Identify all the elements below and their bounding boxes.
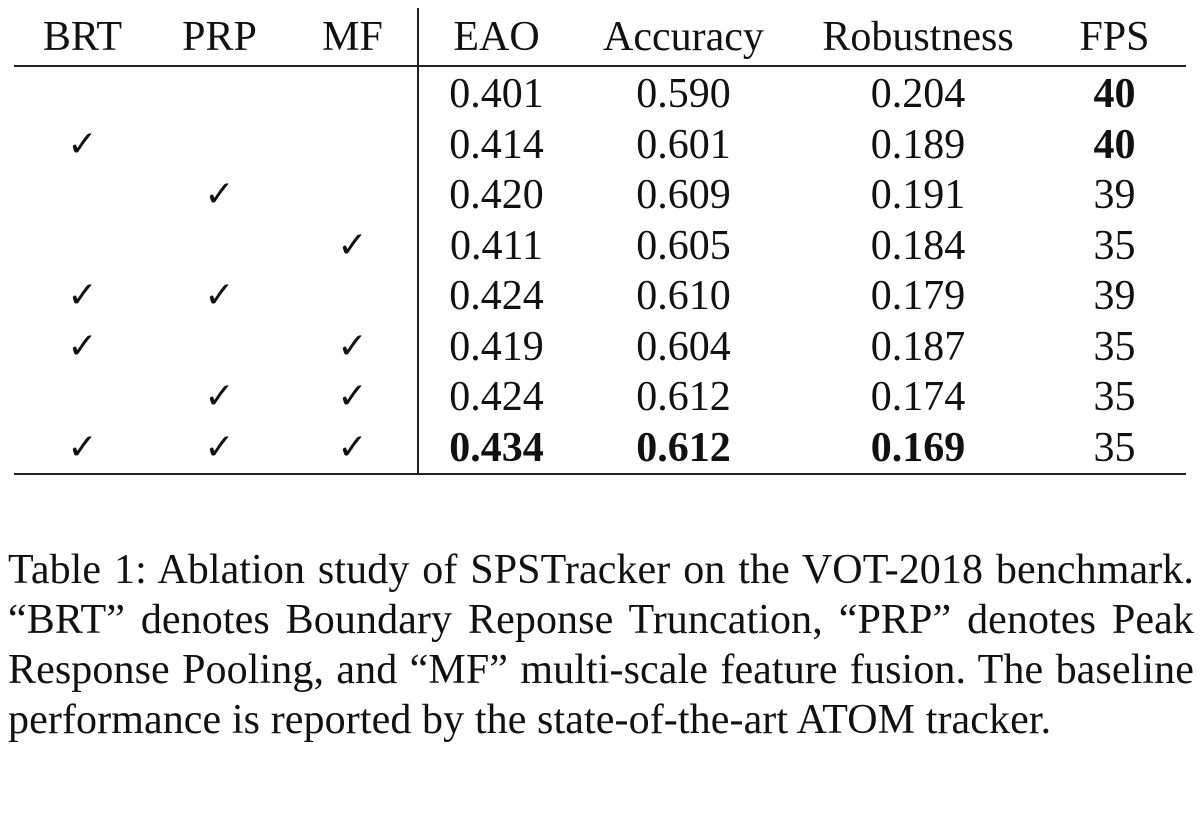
robustness-cell: 0.184 — [870, 222, 966, 269]
accuracy-cell: 0.601 — [636, 121, 731, 168]
eao-cell: 0.419 — [449, 323, 544, 370]
brt-check-cell — [14, 372, 151, 423]
brt-check-cell: ✓ — [14, 322, 151, 373]
robustness-cell: 0.204 — [870, 71, 966, 118]
table-row: ✓ 0.414 0.601 0.189 40 — [14, 119, 1186, 171]
checkmark-icon: ✓ — [337, 325, 368, 367]
checkmark-icon: ✓ — [204, 275, 235, 317]
accuracy-cell: 0.604 — [636, 323, 731, 370]
prp-check-cell — [151, 66, 288, 120]
table-row: ✓ ✓ 0.424 0.612 0.174 35 — [14, 372, 1186, 423]
prp-check-cell — [151, 120, 288, 171]
robustness-cell: 0.169 — [793, 422, 1043, 475]
accuracy-cell: 0.610 — [636, 273, 731, 320]
table-row: ✓ ✓ 0.424 0.610 0.179 39 — [14, 271, 1186, 322]
checkmark-icon: ✓ — [67, 275, 98, 317]
eao-cell: 0.434 — [418, 422, 574, 475]
mf-check-cell — [288, 66, 419, 120]
brt-check-cell: ✓ — [14, 422, 151, 475]
brt-check-cell: ✓ — [14, 120, 151, 171]
header-eao: EAO — [418, 8, 574, 67]
fps-cell: 35 — [1093, 222, 1136, 269]
checkmark-icon: ✓ — [337, 376, 368, 418]
checkmark-icon: ✓ — [67, 325, 98, 367]
fps-cell: 35 — [1043, 422, 1186, 475]
mf-check-cell: ✓ — [288, 220, 419, 271]
fps-cell: 40 — [1093, 121, 1136, 168]
ablation-table: BRT PRP MF EAO Accuracy Robustness FPS 0… — [14, 8, 1186, 475]
checkmark-icon: ✓ — [67, 123, 98, 165]
mf-check-cell — [288, 271, 419, 322]
header-accuracy: Accuracy — [574, 8, 793, 67]
header-brt: BRT — [14, 8, 151, 67]
fps-cell: 39 — [1093, 273, 1136, 320]
checkmark-icon: ✓ — [204, 376, 235, 418]
mf-check-cell: ✓ — [288, 321, 419, 372]
checkmark-icon: ✓ — [204, 174, 235, 216]
table-row: ✓ ✓ 0.419 0.604 0.187 35 — [14, 321, 1186, 373]
accuracy-cell: 0.612 — [636, 374, 731, 421]
checkmark-icon: ✓ — [204, 426, 235, 468]
checkmark-icon: ✓ — [67, 426, 98, 468]
prp-check-cell: ✓ — [151, 422, 288, 475]
brt-check-cell — [14, 170, 151, 221]
prp-check-cell — [151, 322, 288, 373]
checkmark-icon: ✓ — [337, 426, 368, 468]
eao-cell: 0.414 — [449, 121, 544, 168]
fps-cell: 35 — [1093, 323, 1136, 370]
table-caption: Table 1: Ablation study of SPSTracker on… — [8, 547, 1194, 743]
eao-cell: 0.411 — [450, 222, 543, 269]
accuracy-cell: 0.612 — [574, 422, 793, 475]
accuracy-cell: 0.609 — [636, 172, 731, 219]
robustness-cell: 0.187 — [870, 323, 966, 370]
robustness-cell: 0.189 — [870, 121, 966, 168]
prp-check-cell: ✓ — [151, 170, 288, 221]
table-row: ✓ ✓ ✓ 0.434 0.612 0.169 35 — [14, 422, 1186, 475]
eao-cell: 0.420 — [449, 172, 544, 219]
brt-check-cell: ✓ — [14, 271, 151, 322]
prp-check-cell: ✓ — [151, 271, 288, 322]
table-body: 0.401 0.590 0.204 40 ✓ 0.414 0.601 0.189 40 ✓ 0.42… — [14, 66, 1186, 475]
table-row: ✓ 0.420 0.609 0.191 39 — [14, 170, 1186, 221]
brt-check-cell — [14, 66, 151, 120]
accuracy-cell: 0.590 — [636, 71, 731, 118]
robustness-cell: 0.174 — [870, 374, 966, 421]
table-row: ✓ 0.411 0.605 0.184 35 — [14, 220, 1186, 272]
fps-cell: 39 — [1093, 172, 1136, 219]
fps-cell: 35 — [1093, 374, 1136, 421]
mf-check-cell — [288, 170, 419, 221]
checkmark-icon: ✓ — [337, 224, 368, 266]
eao-cell: 0.424 — [449, 273, 544, 320]
table-row: 0.401 0.590 0.204 40 — [14, 66, 1186, 120]
accuracy-cell: 0.605 — [636, 222, 731, 269]
table-header-row: BRT PRP MF EAO Accuracy Robustness FPS — [14, 8, 1186, 67]
robustness-cell: 0.191 — [870, 172, 966, 219]
header-mf: MF — [288, 8, 419, 67]
prp-check-cell — [151, 221, 288, 272]
robustness-cell: 0.179 — [870, 273, 966, 320]
eao-cell: 0.424 — [449, 374, 544, 421]
header-prp: PRP — [151, 8, 288, 67]
header-robustness: Robustness — [793, 8, 1043, 67]
mf-check-cell — [288, 119, 419, 170]
mf-check-cell: ✓ — [288, 372, 419, 423]
prp-check-cell: ✓ — [151, 372, 288, 423]
fps-cell: 40 — [1093, 71, 1136, 118]
eao-cell: 0.401 — [449, 71, 544, 118]
header-fps: FPS — [1043, 8, 1186, 67]
mf-check-cell: ✓ — [288, 422, 419, 475]
brt-check-cell — [14, 221, 151, 272]
